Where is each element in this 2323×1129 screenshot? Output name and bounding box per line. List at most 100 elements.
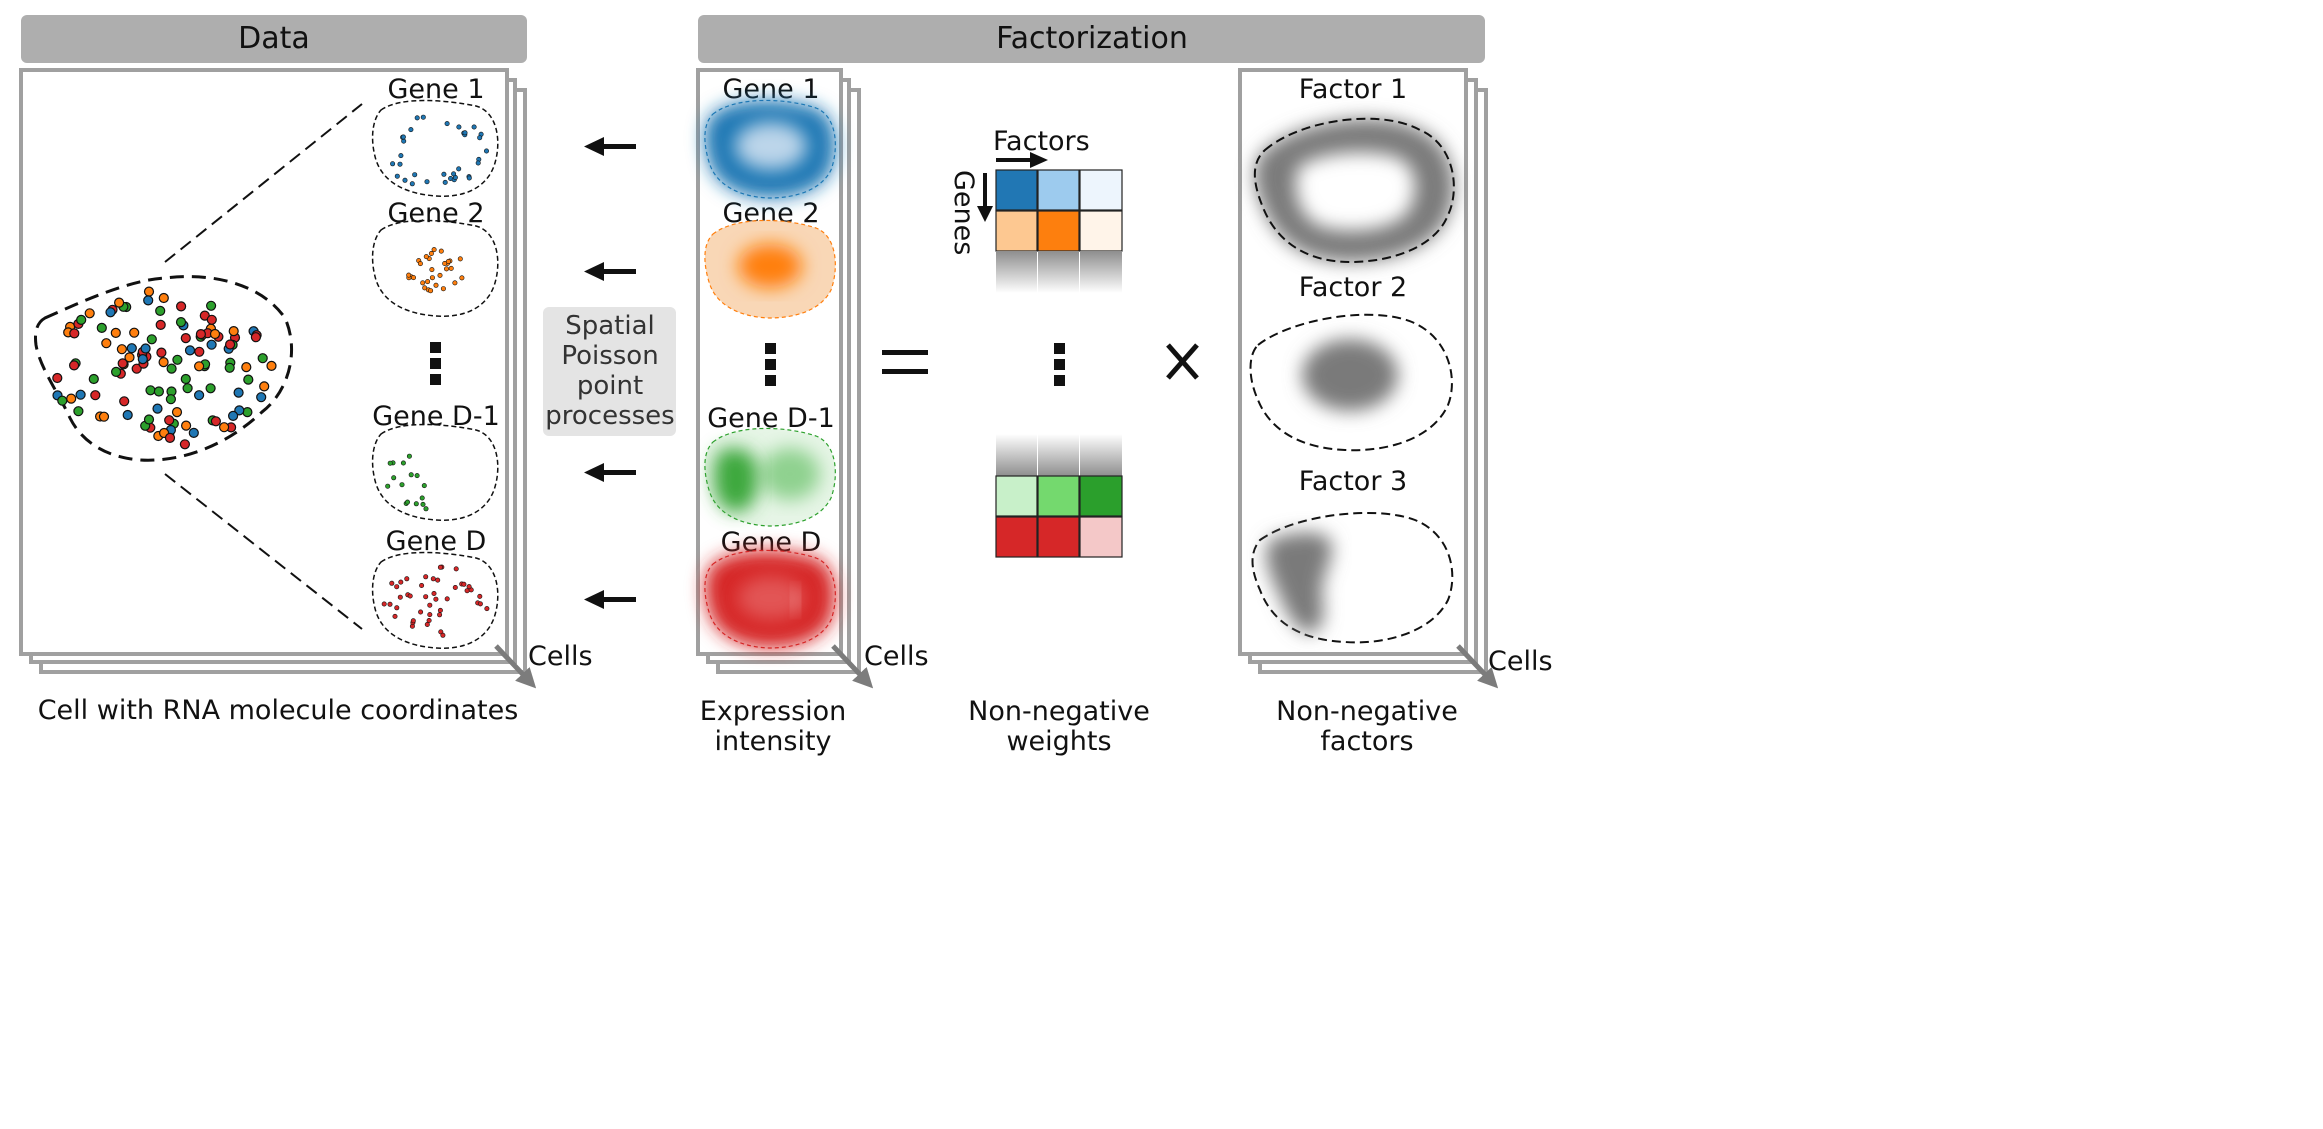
gene-molecule-dot xyxy=(418,609,424,615)
rna-molecule-dot xyxy=(52,372,63,384)
vertical-ellipsis-icon xyxy=(1054,343,1065,386)
weights-matrix: Factors Genes xyxy=(948,126,1123,558)
rna-molecule-dot xyxy=(184,345,196,356)
gene-molecule-dot xyxy=(437,607,443,613)
rna-molecule-dot xyxy=(156,347,167,358)
gene-molecule-dot xyxy=(428,251,434,257)
data-header: Data xyxy=(21,15,527,63)
gene-molecule-dot xyxy=(400,460,406,466)
rna-molecule-dot xyxy=(116,344,128,355)
gene-molecule-dot xyxy=(483,148,489,154)
gene-molecule-dot xyxy=(397,161,403,167)
genes-down-arrow-icon xyxy=(977,173,993,222)
rna-molecule-dot xyxy=(172,354,183,365)
factor2-map xyxy=(1249,313,1453,452)
rna-molecule-dot xyxy=(181,420,192,431)
factor-label: Factor 1 xyxy=(1299,74,1407,105)
rna-molecule-dot xyxy=(224,362,235,373)
weight-cell xyxy=(995,475,1038,517)
factors-cells-label: Cells xyxy=(1488,646,1553,677)
gene-molecule-dot xyxy=(433,596,439,602)
weights-bottom-grid xyxy=(995,475,1123,558)
gene-molecule-dot xyxy=(394,173,400,179)
gene-molecule-dot xyxy=(410,275,416,281)
gene-molecule-dot xyxy=(444,121,450,127)
gene-molecule-dot xyxy=(424,179,430,185)
rna-molecule-dot xyxy=(66,393,77,404)
rna-molecule-dot xyxy=(68,360,80,371)
gene-molecule-dot xyxy=(435,577,441,583)
factor3-map xyxy=(1251,511,1454,644)
gene-molecule-dot xyxy=(461,581,467,587)
rna-molecule-dot xyxy=(145,385,156,396)
data-gene-label: Gene 1 xyxy=(387,74,484,105)
rna-molecule-dot xyxy=(228,326,239,337)
rna-molecule-dot xyxy=(143,286,155,297)
rna-molecule-dot xyxy=(96,322,107,333)
gene-molecule-dot xyxy=(437,564,443,570)
spatial-poisson-box: Spatial Poisson point processes xyxy=(543,307,676,436)
gene-molecule-dot xyxy=(394,584,400,590)
rna-molecule-dot xyxy=(158,292,169,304)
gene-molecule-dot xyxy=(457,256,463,262)
data-gene-label: Gene D xyxy=(386,526,487,557)
weight-cell xyxy=(1037,516,1080,558)
data-cells-label: Cells xyxy=(528,641,593,672)
weight-cell xyxy=(1037,169,1080,211)
gene-molecule-dot xyxy=(462,130,468,136)
rna-molecule-dot xyxy=(155,305,166,316)
rna-molecule-dot xyxy=(153,386,164,397)
expression-cells-label: Cells xyxy=(864,641,929,672)
genes-axis-label: Genes xyxy=(948,170,979,255)
gene-molecule-dot xyxy=(408,127,414,133)
gene-molecule-dot xyxy=(413,501,419,507)
gene-molecule-dot xyxy=(414,473,420,479)
gene-molecule-dot xyxy=(427,612,433,618)
gene-molecule-dot xyxy=(429,275,435,281)
rna-molecule-dot xyxy=(205,383,216,394)
gene-molecule-dot xyxy=(431,247,437,253)
gene-molecule-dot xyxy=(451,171,457,177)
gene-molecule-dot xyxy=(477,601,483,607)
rna-molecule-dot xyxy=(180,373,191,385)
weight-cell xyxy=(1037,475,1080,517)
factor-label: Factor 3 xyxy=(1299,466,1407,497)
gene-molecule-dot xyxy=(433,282,439,288)
rna-molecule-dot xyxy=(143,414,155,425)
rna-molecule-dot xyxy=(98,411,110,422)
rna-molecule-dot xyxy=(206,300,217,311)
rna-molecule-dot xyxy=(165,394,176,405)
gene-molecule-dot xyxy=(443,266,449,272)
spatial-poisson-line: Poisson xyxy=(561,341,658,371)
rna-molecule-dots xyxy=(52,286,277,450)
left-arrow-icon xyxy=(584,262,636,281)
weight-cell xyxy=(1079,475,1123,517)
gene-molecule-dot xyxy=(423,506,429,512)
gene-molecule-dot xyxy=(426,617,432,623)
rna-molecule-dot xyxy=(182,383,193,394)
rna-molecule-dot xyxy=(266,360,277,371)
gene-molecule-dot xyxy=(452,584,458,590)
gene-molecule-dot xyxy=(438,248,444,254)
rna-molecule-dot xyxy=(176,301,187,312)
expression-caption-line: intensity xyxy=(714,726,831,757)
gene-molecule-dot xyxy=(417,261,423,267)
rna-molecule-dot xyxy=(143,295,154,306)
gene-molecule-dot xyxy=(408,472,414,478)
gene-molecule-dot xyxy=(420,501,426,507)
data-header-label: Data xyxy=(238,21,310,56)
gene-molecule-dot xyxy=(387,460,393,466)
rna-molecule-dot xyxy=(210,416,221,427)
zoom-line-bottom xyxy=(164,473,363,630)
spatial-poisson-line: processes xyxy=(545,401,674,431)
gene-molecule-dot xyxy=(420,114,426,120)
spatial-poisson-line: point xyxy=(577,371,643,401)
weight-cell xyxy=(995,210,1038,252)
rna-molecule-dot xyxy=(206,314,217,325)
data-gene-label: Gene D-1 xyxy=(372,401,500,432)
gene-molecule-dot xyxy=(437,272,443,278)
rna-molecule-dot xyxy=(195,329,206,340)
rna-molecule-dot xyxy=(75,389,86,400)
rna-molecule-dot xyxy=(242,407,253,418)
gene-molecule-dot xyxy=(453,566,459,572)
